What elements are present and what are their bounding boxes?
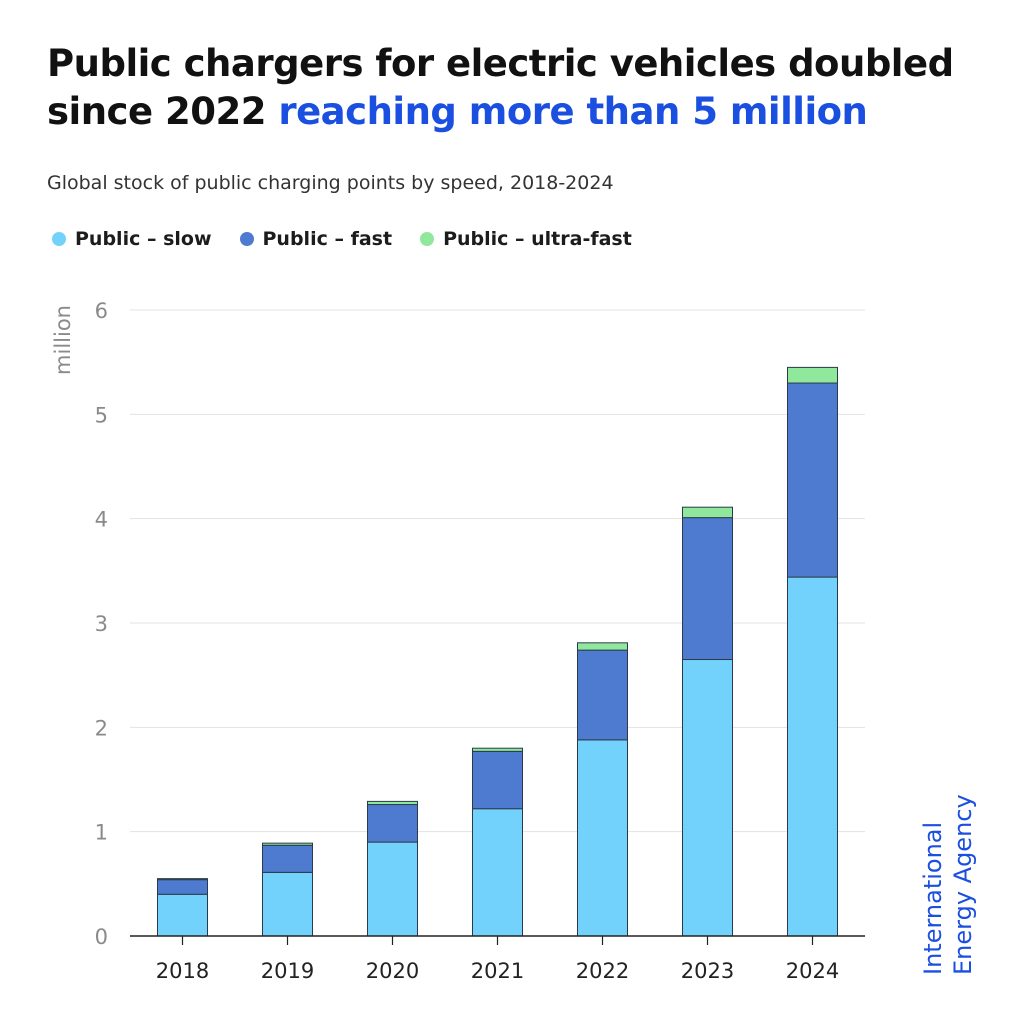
bar-segment: [472, 747, 523, 752]
y-axis-label: million: [51, 305, 75, 375]
bar-segment: [577, 642, 628, 651]
bar-segment: [577, 649, 628, 741]
x-tick-label: 2019: [261, 959, 314, 983]
bar-segment: [682, 506, 733, 519]
legend-swatch-fast: [239, 232, 254, 246]
bar-segment: [682, 659, 733, 937]
bar-segment: [157, 878, 208, 881]
legend-swatch-slow: [52, 232, 66, 246]
legend-label-fast: Public – fast: [262, 228, 393, 250]
bar-segment: [787, 382, 838, 578]
bar-segment: [682, 517, 733, 661]
legend: Public – slow Public – fast Public – ult…: [52, 228, 632, 250]
legend-label-slow: Public – slow: [75, 228, 212, 250]
bar-segment: [262, 844, 313, 873]
bar-segment: [472, 750, 523, 810]
bar-segment: [787, 576, 838, 937]
iea-logo: International Energy Agency: [918, 775, 978, 975]
brand-line-2: Energy Agency: [949, 794, 977, 975]
x-tick-label: 2022: [576, 959, 629, 983]
y-tick-label: 3: [95, 612, 108, 636]
y-tick-label: 4: [95, 508, 108, 532]
bar-segment: [367, 841, 418, 937]
bar-segment: [472, 808, 523, 937]
y-tick-label: 2: [95, 716, 108, 740]
y-tick-label: 1: [95, 821, 108, 845]
legend-item-fast: Public – fast: [239, 228, 393, 250]
x-tick-label: 2023: [681, 959, 734, 983]
bar-segment: [787, 366, 838, 384]
title-accent: reaching more than 5 million: [278, 90, 868, 133]
legend-item-ultra-fast: Public – ultra-fast: [420, 228, 632, 250]
bar-segment: [157, 879, 208, 895]
y-tick-label: 5: [95, 403, 108, 427]
bar-segment: [157, 893, 208, 937]
chart-subtitle: Global stock of public charging points b…: [47, 172, 614, 194]
bar-segment: [367, 804, 418, 843]
legend-item-slow: Public – slow: [52, 228, 212, 250]
bar-segment: [262, 842, 313, 846]
bar-segment: [262, 871, 313, 937]
bar-segment: [367, 800, 418, 806]
legend-label-ultra-fast: Public – ultra-fast: [443, 228, 632, 250]
bar-segment: [577, 739, 628, 937]
x-tick-label: 2018: [156, 959, 209, 983]
brand-line-1: International: [919, 821, 947, 975]
title-main: Public chargers for electric vehicles do…: [47, 42, 954, 133]
chart-title: Public chargers for electric vehicles do…: [47, 40, 987, 136]
x-tick-label: 2020: [366, 959, 419, 983]
legend-swatch-ultra-fast: [420, 232, 435, 246]
y-tick-label: 6: [95, 299, 108, 323]
x-tick-label: 2021: [471, 959, 524, 983]
y-tick-label: 0: [95, 925, 108, 949]
x-tick-label: 2024: [786, 959, 839, 983]
